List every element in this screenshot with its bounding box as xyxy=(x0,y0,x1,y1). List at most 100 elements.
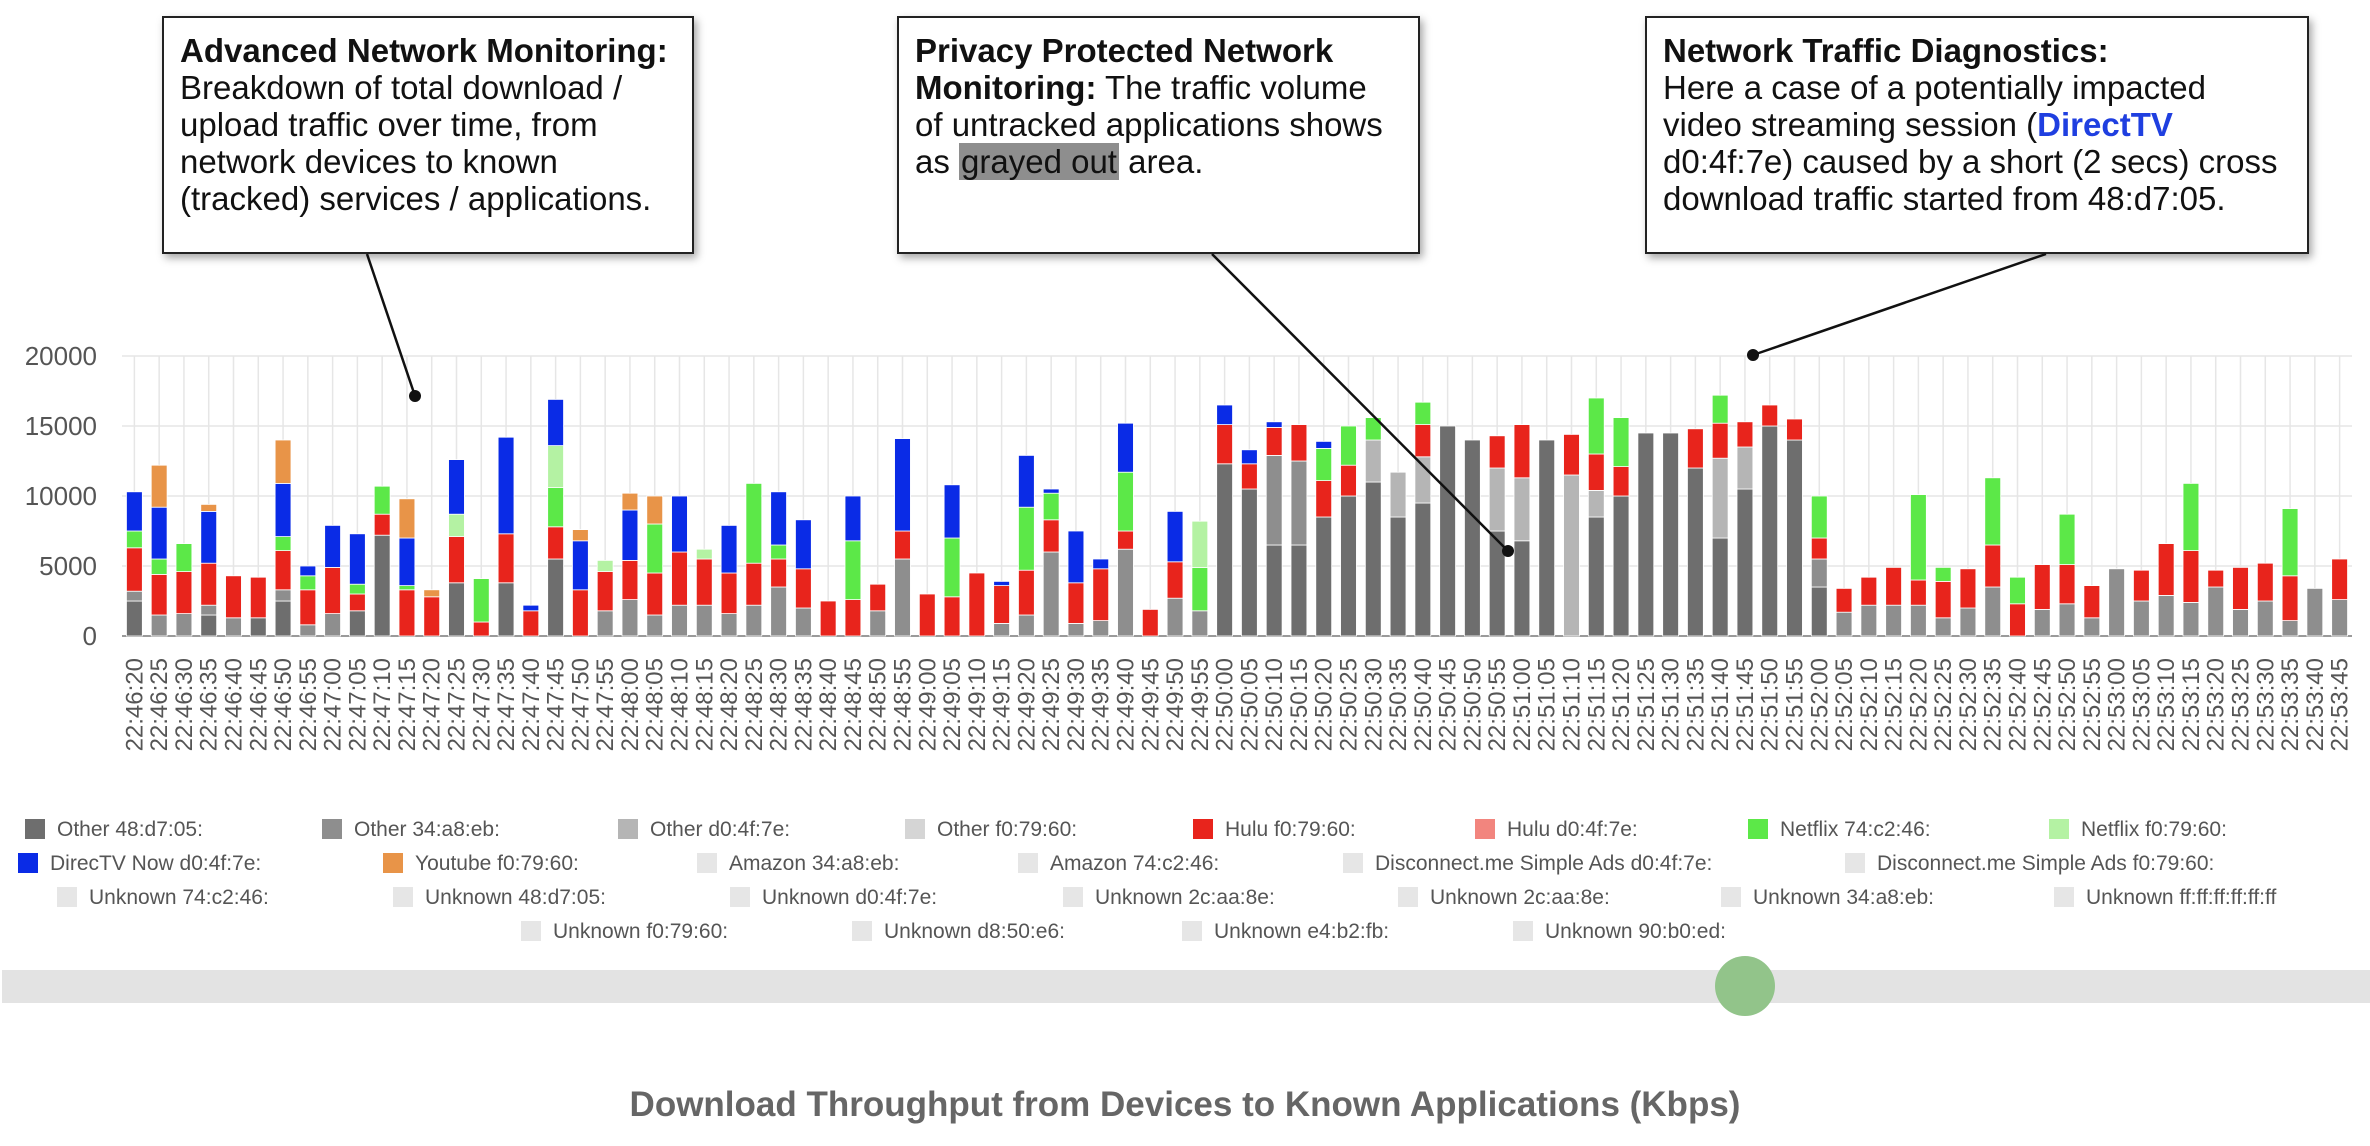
bar-segment[interactable] xyxy=(646,523,664,574)
bar-segment[interactable] xyxy=(720,613,738,637)
bar-segment[interactable] xyxy=(1364,439,1382,483)
legend-item[interactable]: Unknown 34:a8:eb: xyxy=(1721,886,1934,910)
bar-segment[interactable] xyxy=(2133,600,2150,637)
legend-item[interactable]: Unknown ff:ff:ff:ff:ff:ff xyxy=(2054,886,2276,910)
bar-segment[interactable] xyxy=(1092,620,1110,637)
bar-segment[interactable] xyxy=(497,533,515,584)
bar-segment[interactable] xyxy=(150,558,168,575)
bar-segment[interactable] xyxy=(1364,417,1382,441)
bar-segment[interactable] xyxy=(770,491,787,546)
bar-segment[interactable] xyxy=(1216,463,1233,637)
bar-segment[interactable] xyxy=(200,562,218,606)
bar-segment[interactable] xyxy=(249,576,267,619)
bar-segment[interactable] xyxy=(1166,561,1184,599)
bar-segment[interactable] xyxy=(1265,544,1283,637)
bar-segment[interactable] xyxy=(795,607,812,637)
legend-item[interactable]: Disconnect.me Simple Ads f0:79:60: xyxy=(1845,852,2214,876)
bar-segment[interactable] xyxy=(720,572,738,614)
bar-segment[interactable] xyxy=(1662,432,1679,637)
bar-segment[interactable] xyxy=(1265,421,1283,428)
bar-segment[interactable] xyxy=(373,534,391,637)
bar-segment[interactable] xyxy=(1290,460,1308,546)
bar-segment[interactable] xyxy=(497,436,515,535)
bar-segment[interactable] xyxy=(819,600,837,637)
bar-segment[interactable] xyxy=(1513,477,1531,542)
bar-segment[interactable] xyxy=(497,582,515,637)
bar-segment[interactable] xyxy=(1910,604,1927,637)
bar-segment[interactable] xyxy=(1414,456,1432,504)
bar-segment[interactable] xyxy=(1216,404,1233,426)
bar-segment[interactable] xyxy=(745,482,763,564)
bar-segment[interactable] xyxy=(918,593,936,637)
bar-segment[interactable] xyxy=(373,485,391,515)
legend-item[interactable]: Amazon 34:a8:eb: xyxy=(697,852,899,876)
bar-segment[interactable] xyxy=(1364,481,1382,637)
bar-segment[interactable] xyxy=(2331,599,2348,637)
legend-item[interactable]: Youtube f0:79:60: xyxy=(383,852,579,876)
bar-segment[interactable] xyxy=(398,498,416,539)
bar-segment[interactable] xyxy=(1761,404,1779,427)
bar-segment[interactable] xyxy=(1860,604,1878,637)
bar-segment[interactable] xyxy=(423,589,441,598)
bar-segment[interactable] xyxy=(2182,602,2200,637)
bar-segment[interactable] xyxy=(200,510,218,564)
bar-segment[interactable] xyxy=(1018,569,1035,616)
bar-segment[interactable] xyxy=(1117,530,1134,550)
bar-segment[interactable] xyxy=(200,604,218,616)
bar-segment[interactable] xyxy=(2256,562,2274,602)
bar-segment[interactable] xyxy=(1934,617,1952,637)
bar-segment[interactable] xyxy=(448,459,465,515)
callout-link-directtv[interactable]: DirectTV xyxy=(2037,106,2173,143)
bar-segment[interactable] xyxy=(1315,447,1333,481)
bar-segment[interactable] xyxy=(1216,424,1233,465)
bar-segment[interactable] xyxy=(1587,516,1605,637)
legend-item[interactable]: Other d0:4f:7e: xyxy=(618,818,790,842)
bar-segment[interactable] xyxy=(2058,513,2076,566)
bar-segment[interactable] xyxy=(1092,568,1110,621)
bar-segment[interactable] xyxy=(1736,488,1754,637)
bar-segment[interactable] xyxy=(1860,576,1878,606)
bar-segment[interactable] xyxy=(349,593,366,612)
bar-segment[interactable] xyxy=(2033,609,2051,637)
bar-segment[interactable] xyxy=(1018,614,1035,637)
bar-segment[interactable] xyxy=(1265,454,1283,546)
bar-segment[interactable] xyxy=(621,492,639,511)
bar-segment[interactable] xyxy=(1538,439,1556,637)
bar-segment[interactable] xyxy=(2331,558,2348,600)
bar-segment[interactable] xyxy=(621,509,639,561)
bar-segment[interactable] xyxy=(324,567,341,615)
bar-segment[interactable] xyxy=(770,544,787,560)
bar-segment[interactable] xyxy=(1835,588,1853,613)
bar-segment[interactable] xyxy=(274,600,292,637)
bar-segment[interactable] xyxy=(2083,617,2101,637)
bar-segment[interactable] xyxy=(299,575,317,591)
bar-segment[interactable] xyxy=(2058,603,2076,637)
legend-item[interactable]: Unknown d8:50:e6: xyxy=(852,920,1065,944)
legend-item[interactable]: Other f0:79:60: xyxy=(905,818,1077,842)
bar-segment[interactable] xyxy=(1934,581,1952,619)
bar-segment[interactable] xyxy=(894,558,911,637)
bar-segment[interactable] xyxy=(1067,623,1085,637)
bar-segment[interactable] xyxy=(646,614,664,637)
bar-segment[interactable] xyxy=(126,491,143,532)
bar-segment[interactable] xyxy=(844,540,862,600)
bar-segment[interactable] xyxy=(1637,432,1655,637)
bar-segment[interactable] xyxy=(795,519,812,570)
bar-segment[interactable] xyxy=(1042,551,1060,637)
bar-segment[interactable] xyxy=(1587,453,1605,491)
bar-segment[interactable] xyxy=(448,513,465,538)
bar-segment[interactable] xyxy=(150,574,168,616)
bar-segment[interactable] xyxy=(200,503,218,512)
bar-segment[interactable] xyxy=(1488,467,1506,532)
bar-segment[interactable] xyxy=(1736,446,1754,490)
bar-segment[interactable] xyxy=(1687,467,1704,637)
bar-segment[interactable] xyxy=(1018,506,1035,571)
bar-segment[interactable] xyxy=(1810,558,1828,588)
bar-segment[interactable] xyxy=(894,530,911,560)
bar-segment[interactable] xyxy=(2207,586,2225,637)
bar-segment[interactable] xyxy=(1612,495,1630,637)
bar-segment[interactable] xyxy=(1563,433,1580,476)
bar-segment[interactable] xyxy=(175,613,193,637)
bar-segment[interactable] xyxy=(2281,508,2299,577)
bar-segment[interactable] xyxy=(795,568,812,609)
